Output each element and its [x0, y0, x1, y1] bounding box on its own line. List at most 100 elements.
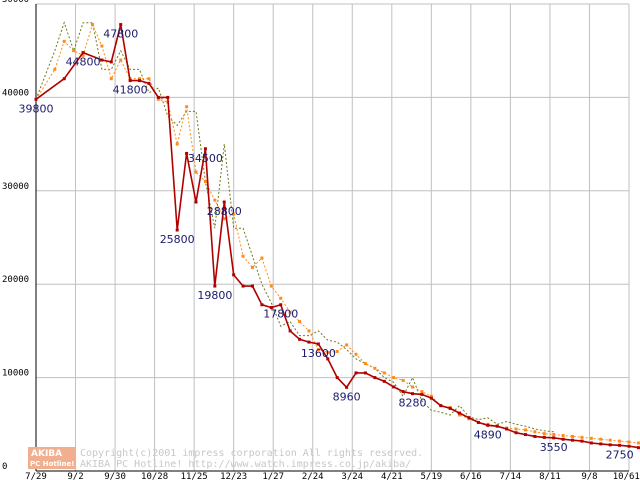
point-avg-price	[119, 58, 123, 62]
point-min-price	[81, 51, 85, 55]
point-min-price	[373, 376, 377, 380]
point-min-price	[495, 424, 499, 428]
data-label: 44800	[66, 56, 101, 69]
point-min-price	[589, 441, 593, 445]
y-tick-label: 0	[2, 462, 7, 472]
point-avg-price	[53, 67, 57, 71]
point-avg-price	[636, 441, 640, 445]
y-axis-ticks: 0 10000 20000 30000 40000 50000	[2, 0, 29, 472]
data-label: 28800	[207, 205, 242, 218]
point-avg-price	[382, 371, 386, 375]
data-label: 17800	[263, 308, 298, 321]
point-avg-price	[250, 265, 254, 269]
point-min-price	[128, 79, 132, 83]
point-min-price	[288, 329, 292, 333]
point-avg-price	[213, 198, 217, 202]
axes	[35, 4, 629, 472]
data-label: 25800	[160, 233, 195, 246]
point-min-price	[636, 446, 640, 450]
x-tick-label: 1/27	[262, 472, 284, 480]
data-label: 41800	[113, 84, 148, 97]
data-label: 19800	[197, 289, 232, 302]
point-min-price	[34, 97, 38, 101]
point-avg-price	[109, 77, 113, 81]
point-min-price	[561, 437, 565, 441]
footer: AKIBA PC Hotline! Copyright(c)2001 impre…	[28, 447, 423, 470]
point-min-price	[335, 376, 339, 380]
point-min-price	[429, 396, 433, 400]
point-avg-price	[627, 440, 631, 444]
logo-box	[28, 447, 76, 469]
data-label: 34500	[188, 152, 223, 165]
point-min-price	[213, 284, 217, 288]
point-avg-price	[222, 217, 226, 221]
point-avg-price	[523, 428, 527, 432]
point-avg-price	[298, 320, 302, 324]
point-min-price	[411, 392, 415, 396]
data-label: 2750	[606, 448, 634, 461]
point-avg-price	[232, 212, 236, 216]
point-avg-price	[561, 434, 565, 438]
point-avg-price	[100, 44, 104, 48]
point-avg-price	[279, 296, 283, 300]
y-tick-label: 50000	[2, 0, 29, 5]
point-avg-price	[411, 385, 415, 389]
point-min-price	[100, 58, 104, 62]
logo-top-text: AKIBA	[31, 449, 62, 459]
point-avg-price	[175, 142, 179, 146]
point-avg-price	[608, 438, 612, 442]
x-tick-label: 9/30	[104, 472, 126, 480]
point-min-price	[514, 431, 518, 435]
x-tick-label: 2/24	[302, 472, 324, 480]
point-avg-price	[156, 97, 160, 101]
point-min-price	[279, 303, 283, 307]
point-avg-price	[203, 179, 207, 183]
point-min-price	[166, 95, 170, 99]
point-min-price	[241, 284, 245, 288]
point-avg-price	[571, 434, 575, 438]
point-avg-price	[401, 378, 405, 382]
x-tick-label: 12/23	[220, 472, 247, 480]
point-min-price	[627, 444, 631, 448]
point-avg-price	[241, 254, 245, 258]
point-min-price	[203, 147, 207, 151]
point-min-price	[147, 81, 151, 85]
point-min-price	[260, 303, 264, 307]
point-min-price	[533, 434, 537, 438]
point-min-price	[194, 200, 198, 204]
point-min-price	[175, 228, 179, 232]
data-label: 3550	[540, 441, 568, 454]
point-min-price	[542, 435, 546, 439]
point-avg-price	[420, 390, 424, 394]
y-tick-label: 40000	[2, 88, 29, 98]
y-tick-label: 30000	[2, 182, 29, 192]
x-tick-label: 10/613	[613, 472, 640, 480]
point-avg-price	[288, 310, 292, 314]
point-min-price	[467, 416, 471, 420]
point-avg-price	[618, 439, 622, 443]
point-avg-price	[599, 437, 603, 441]
point-avg-price	[62, 39, 66, 43]
point-avg-price	[514, 427, 518, 431]
point-min-price	[382, 379, 386, 383]
x-tick-label: 4/21	[381, 472, 403, 480]
point-avg-price	[81, 53, 85, 57]
point-avg-price	[552, 433, 556, 437]
x-tick-label: 9/8	[581, 472, 597, 480]
data-label: 39800	[19, 102, 54, 115]
point-avg-price	[363, 362, 367, 366]
point-avg-price	[533, 430, 537, 434]
point-min-price	[571, 438, 575, 442]
data-label: 8280	[399, 397, 427, 410]
point-avg-price	[72, 49, 76, 53]
point-min-price	[326, 357, 330, 361]
point-min-price	[608, 443, 612, 447]
point-avg-price	[373, 366, 377, 370]
point-min-price	[354, 371, 358, 375]
point-min-price	[599, 442, 603, 446]
point-min-price	[448, 406, 452, 410]
data-label: 4890	[474, 428, 502, 441]
y-tick-label: 20000	[2, 275, 29, 285]
series-lines	[34, 21, 640, 450]
